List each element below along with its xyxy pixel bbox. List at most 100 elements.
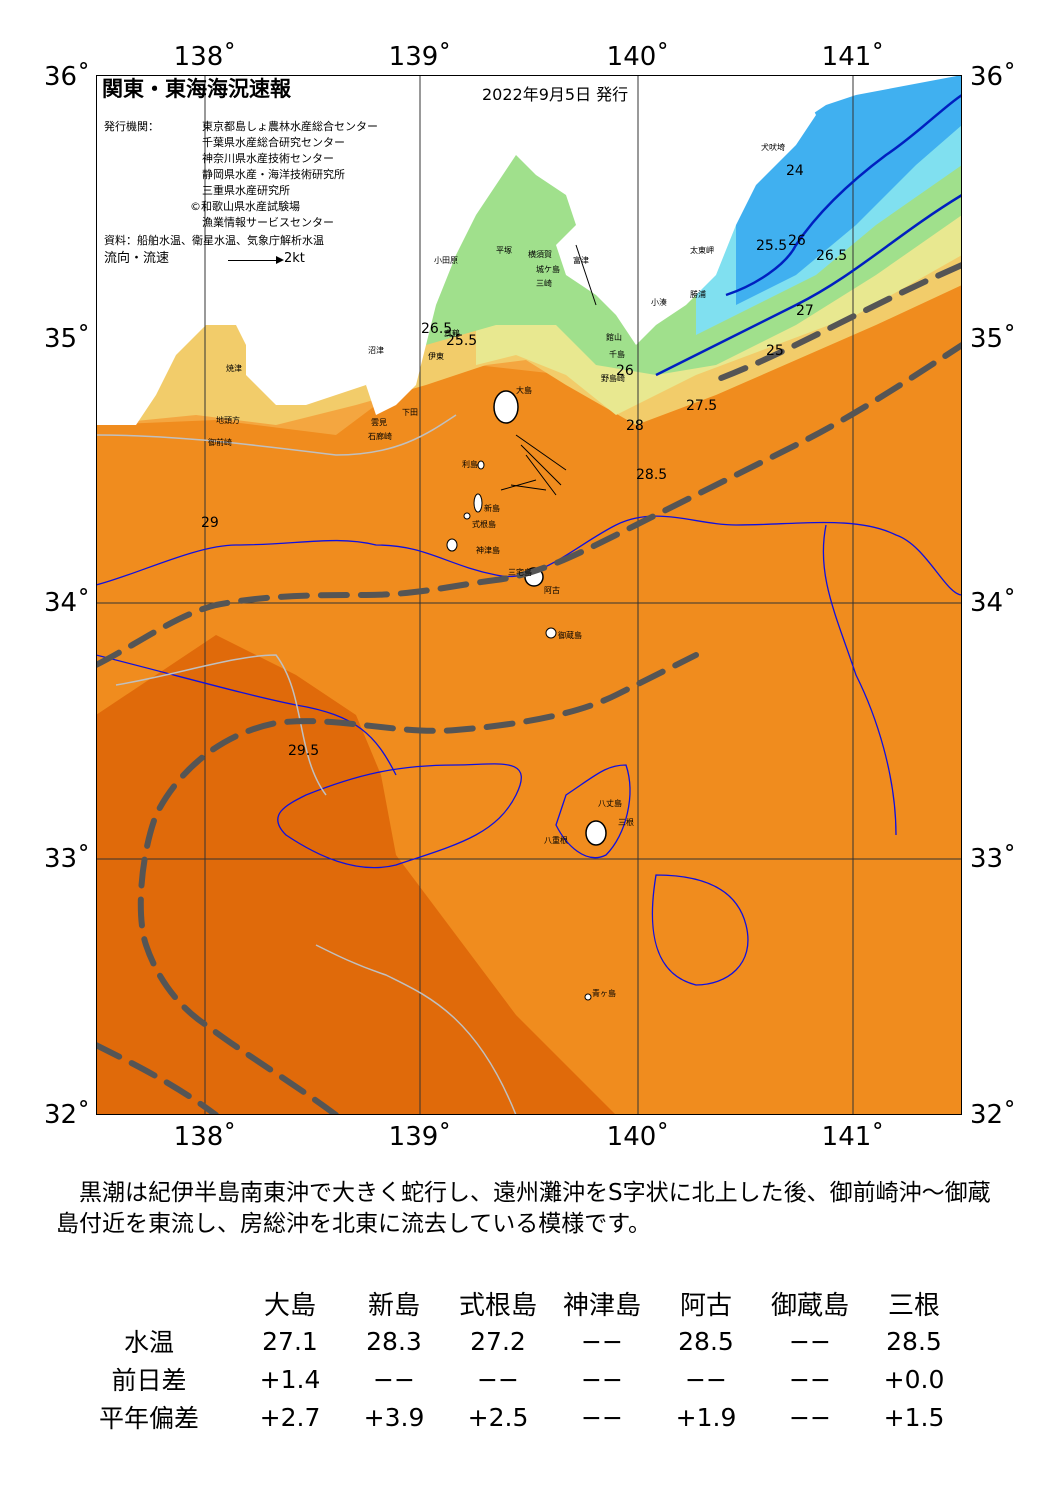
lat-label-right-34: 34˚ <box>970 588 1017 618</box>
contour-label-29-5: 29.5 <box>288 743 319 759</box>
island-aogashima <box>584 993 592 1001</box>
table-cell: +3.9 <box>363 1402 425 1432</box>
place-name-kozushima: 神津島 <box>476 545 500 555</box>
lat-label-left-34: 34˚ <box>44 588 91 618</box>
place-name-taitomisaki: 太東岬 <box>690 245 714 255</box>
graticule <box>96 75 962 1115</box>
row-header: 前日差 <box>111 1366 187 1395</box>
island-mikurajima <box>545 627 557 639</box>
place-name-misaki: 三崎 <box>536 278 552 288</box>
place-name-mikurajima: 御蔵島 <box>558 630 582 640</box>
land-mainland <box>96 75 816 425</box>
table-cell: −− <box>581 1402 623 1432</box>
table-row: 水温 27.1 28.3 27.2 −− 28.5 −− 28.5 <box>60 1322 966 1360</box>
map-title: 関東・東海海況速報 <box>102 77 291 101</box>
summary-text: 黒潮は紀伊半島南東沖で大きく蛇行し、遠州灘沖をS字状に北上した後、御前崎沖～御蔵… <box>56 1180 991 1237</box>
lon-label-top-140: 140˚ <box>606 42 670 72</box>
island-shikinejima <box>463 512 471 520</box>
issuer-5: 三重県水産研究所 <box>202 184 290 197</box>
isotherm-contours-bold <box>655 93 962 377</box>
table-cell: +2.7 <box>259 1402 321 1432</box>
place-name-hiratsuka: 平塚 <box>496 246 512 255</box>
issuer-3: 神奈川県水産技術センター <box>202 152 334 165</box>
lat-label-right-35: 35˚ <box>970 324 1017 354</box>
issuer-2: 千葉県水産総合研究センター <box>202 136 345 149</box>
table-cell: −− <box>685 1364 727 1394</box>
lat-label-right-36: 36˚ <box>970 62 1017 92</box>
table-cell: +1.9 <box>675 1402 737 1432</box>
issuer-1: 東京都島しょ農林水産総合センター <box>202 120 378 133</box>
isotherm-contours <box>96 515 962 986</box>
place-name-yokosuka: 横須賀 <box>528 249 552 259</box>
lat-label-left-36: 36˚ <box>44 62 91 92</box>
current-vectors <box>500 244 597 496</box>
station-temperature-table: 大島 新島 式根島 神津島 阿古 御蔵島 三根 水温 27.1 28.3 27.… <box>60 1284 966 1436</box>
contour-label-26-5: 26.5 <box>816 248 847 264</box>
table-cell: +2.5 <box>467 1402 529 1432</box>
place-name-katsuura: 勝浦 <box>690 289 706 299</box>
lon-label-bottom-140: 140˚ <box>606 1122 670 1152</box>
place-name-yaene: 八重根 <box>544 835 568 845</box>
table-cell: 27.1 <box>262 1326 318 1356</box>
contour-label-27-5: 27.5 <box>686 398 717 414</box>
issue-date: 2022年9月5日 発行 <box>482 85 629 104</box>
contour-label-28: 28 <box>626 418 644 434</box>
issuer-4: 静岡県水産・海洋技術研究所 <box>202 168 345 181</box>
lon-label-top-141: 141˚ <box>821 42 885 72</box>
island-kozushima <box>446 538 458 552</box>
place-name-aogashima: 青ヶ島 <box>592 988 616 998</box>
place-name-inubozaki: 犬吠埼 <box>761 142 785 152</box>
place-name-toshima: 利島 <box>462 459 478 469</box>
place-name-niijima: 新島 <box>484 503 500 513</box>
table-cell: 28.5 <box>678 1326 734 1356</box>
lon-label-bottom-138: 138˚ <box>173 1122 237 1152</box>
lat-label-right-32: 32˚ <box>970 1100 1017 1130</box>
land-boso <box>656 75 962 325</box>
place-name-odawara: 小田原 <box>434 256 458 265</box>
data-source: 資料：船舶水温、衛星水温、気象庁解析水温 <box>104 234 324 247</box>
place-name-mitsune: 三根 <box>618 817 634 827</box>
column-header: 大島 <box>263 1290 316 1321</box>
contour-label-26: 26 <box>788 233 806 249</box>
current-legend-arrow <box>228 260 278 261</box>
place-name-futtsu: 富津 <box>573 255 589 265</box>
place-name-kumomi: 雲見 <box>371 418 387 427</box>
place-name-miyakejima: 三宅島 <box>508 567 532 577</box>
place-name-hachijojima: 八丈島 <box>598 798 622 808</box>
column-header: 新島 <box>367 1290 420 1321</box>
place-name-jogashima: 城ケ島 <box>536 264 560 274</box>
place-name-shimoda: 下田 <box>402 408 418 417</box>
lon-label-top-139: 139˚ <box>388 42 452 72</box>
place-name-shikinejima: 式根島 <box>472 519 496 529</box>
column-header: 神津島 <box>562 1290 641 1321</box>
current-legend-label: 流向・流速 <box>104 251 170 266</box>
place-name-jitogata: 地頭方 <box>216 415 240 425</box>
issuers-label: 発行機関： <box>104 120 159 133</box>
column-header: 御蔵島 <box>770 1290 849 1321</box>
place-name-kominato: 小湊 <box>651 297 667 307</box>
table-row: 前日差 +1.4 −− −− −− −− −− +0.0 <box>60 1360 966 1398</box>
island-toshima <box>477 460 485 470</box>
island-hachijojima <box>585 820 607 846</box>
sea-temperature-map: 犬吠埼 太東岬 勝浦 小湊 館山 千島 野島崎 富津 横須賀 城ケ島 三崎 平塚… <box>96 75 962 1115</box>
contour-label-26-west: 26 <box>616 363 634 379</box>
lat-label-left-35: 35˚ <box>44 324 91 354</box>
table-cell: −− <box>789 1364 831 1394</box>
contour-label-25: 25 <box>766 343 784 359</box>
place-name-numazu: 沼津 <box>368 345 384 355</box>
table-corner <box>60 1284 238 1322</box>
place-name-nojimazaki: 野島崎 <box>601 373 625 383</box>
table-cell: +0.0 <box>883 1364 945 1394</box>
place-name-ito: 伊東 <box>428 351 444 361</box>
lon-label-bottom-139: 139˚ <box>388 1122 452 1152</box>
table-row: 平年偏差 +2.7 +3.9 +2.5 −− +1.9 −− +1.5 <box>60 1398 966 1436</box>
column-header: 式根島 <box>458 1290 537 1321</box>
issuer-6: ©和歌山県水産試験場 <box>190 200 300 213</box>
table-cell: −− <box>581 1326 623 1356</box>
contour-label-27: 27 <box>796 303 814 319</box>
place-name-tateyama: 館山 <box>606 332 622 342</box>
isotherm-contours-secondary <box>96 414 517 1115</box>
table-cell: 27.2 <box>470 1326 526 1356</box>
column-header: 三根 <box>887 1290 940 1321</box>
contour-label-26-5-west: 26.5 <box>421 321 452 337</box>
